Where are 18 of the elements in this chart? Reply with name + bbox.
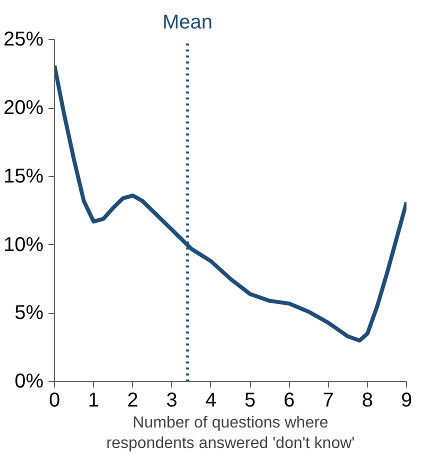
x-axis-title: Number of questions where respondents answered 'don't know': [106, 414, 355, 452]
x-tick-label: 6: [284, 390, 295, 412]
x-tick-label: 9: [400, 390, 412, 412]
y-tick-label: 25%: [3, 28, 44, 51]
ref-line-label: Mean: [162, 12, 212, 34]
y-tick-label: 5%: [14, 302, 44, 324]
x-tick-label: 5: [244, 390, 256, 412]
x-tick-label: 4: [205, 390, 217, 412]
y-tick-label: 20%: [3, 97, 44, 120]
x-tick-label: 3: [166, 390, 178, 412]
x-tick-label: 8: [362, 390, 373, 412]
x-tick-label: 1: [88, 390, 100, 412]
x-tick-label: 7: [322, 390, 334, 412]
y-tick-label: 15%: [3, 165, 44, 188]
y-tick-label: 10%: [3, 234, 44, 256]
x-tick-label: 0: [48, 390, 60, 412]
x-tick-label: 2: [127, 390, 138, 412]
y-tick-label: 0%: [14, 370, 44, 392]
